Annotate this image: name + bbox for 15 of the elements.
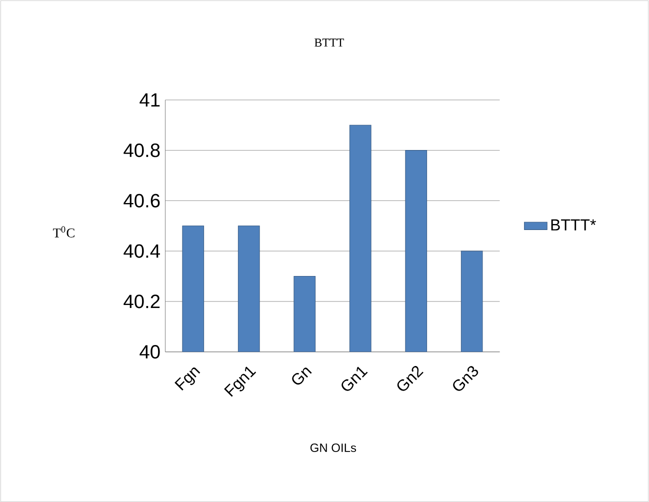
x-tick-label: Gn3: [453, 366, 478, 391]
y-tick-label: 40.6: [124, 194, 160, 208]
y-tick-label: 40: [140, 344, 160, 358]
chart-title: BTTT: [314, 38, 344, 46]
x-tick-label: Gn1: [342, 366, 368, 391]
x-tick-label: Fgn: [174, 367, 200, 390]
y-axis-title: T$^{0}$C: [53, 226, 74, 238]
x-tick-label: Gn2: [397, 366, 424, 391]
x-tick-label: Gn: [292, 367, 312, 384]
y-tick-label: 40.8: [124, 143, 160, 157]
y-tick-label: 41: [140, 93, 160, 106]
y-tick-label: 40.2: [124, 294, 160, 308]
legend-label: BTTT*: [551, 219, 596, 230]
y-tick-label: 40.4: [124, 244, 160, 258]
x-axis-title: GN OILs: [310, 443, 356, 452]
